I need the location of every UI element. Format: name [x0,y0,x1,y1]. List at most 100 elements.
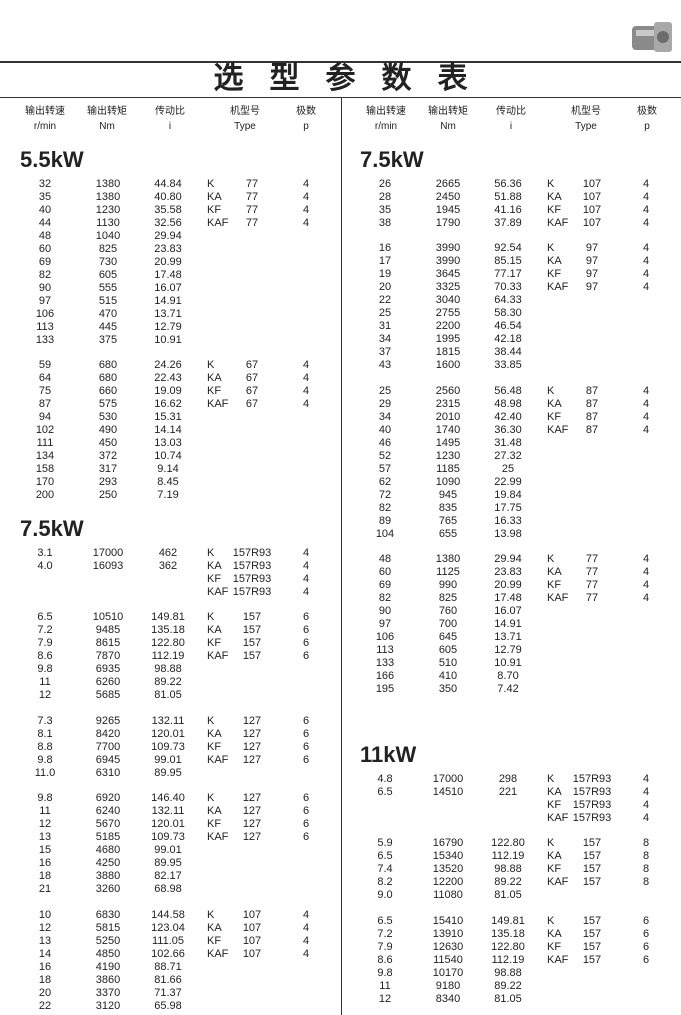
table-cell: KF [547,579,562,591]
table-row: 35 1945 41.16 KF 107 4 [340,204,680,217]
table-row: 195 350 7.42 [340,683,680,696]
table-row: 158 317 9.14 [0,463,340,476]
table-cell: 77 [245,190,259,203]
table-cell: 133 [35,333,55,346]
table-cell: 1815 [435,346,461,358]
table-cell: 4 [642,216,650,229]
table-cell: 4 [642,798,650,811]
table-cell: 6260 [95,676,121,688]
table-cell: 113 [376,644,394,656]
table-cell: 1995 [435,333,461,345]
table-cell: 4 [302,546,310,559]
table-cell: 4 [642,203,650,216]
table-cell: 372 [98,450,118,462]
table-cell: 8.1 [37,727,53,740]
table-cell: 12200 [432,876,464,888]
table-cell: KAF [547,876,569,888]
table-cell: 8615 [95,637,121,649]
column-header: p [303,121,309,132]
table-cell: K [207,359,215,371]
table-cell: K [207,792,215,804]
column-header: Type [234,121,256,132]
table-cell: 450 [98,437,118,449]
table-cell: 4 [642,397,650,410]
table-cell: 111 [36,437,54,449]
table-row: 18 3860 81.66 [0,974,340,987]
table-row: 166 410 8.70 [340,670,680,683]
table-cell: 77 [585,579,599,591]
table-cell: 127 [242,818,262,830]
table-cell: KA [207,727,222,740]
table-cell: 13.71 [154,307,182,320]
table-cell: 111.05 [151,934,184,947]
table-row: KAF 157R93 4 [340,812,680,825]
table-cell: 104 [375,527,395,540]
table-cell: KF [207,385,222,397]
column-header: Type [575,121,597,132]
table-cell: KAF [207,216,229,229]
table-row: 15 4680 99.01 [0,844,340,857]
table-cell: 700 [438,618,458,630]
table-cell: 157R93 [232,585,272,598]
table-row: 200 250 7.19 [0,489,340,502]
table-cell: 77 [585,566,599,578]
table-cell: 12 [378,992,392,1005]
table-cell: 9.8 [37,792,53,804]
table-row: 8.2 12200 89.22 KAF 157 8 [340,876,680,889]
table-cell: 4 [642,423,650,436]
table-row: 35 1380 40.80 KA 77 4 [0,191,340,204]
row-group: 10 6830 144.58 K 107 4 12 5815 123.04 KA 107 4 13 525… [0,909,340,1013]
table-cell: 5185 [95,831,121,843]
table-row: 62 1090 22.99 [340,476,680,489]
table-cell: 1130 [96,216,120,229]
table-cell: 8340 [435,992,461,1005]
power-section: 5.5kW 32 1380 44.84 K 77 4 35 1380 40.80 KA 77 4 40 12… [0,145,340,502]
table-row: 11.0 6310 89.95 [0,767,340,780]
table-cell: 127 [242,753,262,766]
table-cell: 3040 [435,294,461,306]
table-row: 31 2200 46.54 [340,320,680,333]
table-row: 14 4850 102.66 KAF 107 4 [0,948,340,961]
table-cell: KF [207,572,222,585]
table-row: 170 293 8.45 [0,476,340,489]
table-cell: 72 [378,488,392,501]
table-cell: 82.17 [154,870,182,882]
table-cell: 27.32 [494,449,522,462]
power-heading: 5.5kW [20,147,84,172]
table-cell: 655 [438,527,458,540]
table-cell: KAF [547,423,569,436]
table-cell: 293 [98,476,118,488]
table-cell: 112.19 [151,650,185,662]
table-cell: 760 [438,605,458,617]
table-cell: 9485 [95,624,121,636]
table-cell: 3645 [435,268,461,280]
table-cell: 127 [242,714,262,727]
table-cell: 3260 [95,883,121,895]
column-header: Nm [99,121,115,132]
table-row: 40 1740 36.30 KAF 87 4 [340,424,680,437]
table-cell: 680 [98,359,118,371]
table-cell: 58.30 [494,307,522,319]
table-cell: 8 [642,850,650,862]
table-cell: 20.99 [154,255,182,268]
table-cell: 67 [245,398,259,410]
table-cell: 35 [38,190,52,203]
column-header: 输出转矩 [428,106,468,117]
table-cell: 515 [98,294,118,307]
table-cell: 77 [585,592,599,604]
table-cell: 28 [378,190,392,203]
table-row: 9.8 6920 146.40 K 127 6 [0,792,340,805]
table-cell: 4 [642,579,650,591]
table-row: 11 9180 89.22 [340,980,680,993]
title-rule [0,97,681,98]
table-cell: 77 [585,553,599,565]
table-cell: 35 [378,203,392,216]
table-cell: 97 [585,268,599,280]
table-cell: 4 [642,553,650,565]
table-cell: 48 [378,553,392,565]
table-cell: 13 [38,934,52,947]
table-cell: 157 [582,940,602,953]
table-cell: KA [207,921,222,934]
table-cell: 765 [438,514,458,527]
table-cell: 12.79 [494,644,522,656]
